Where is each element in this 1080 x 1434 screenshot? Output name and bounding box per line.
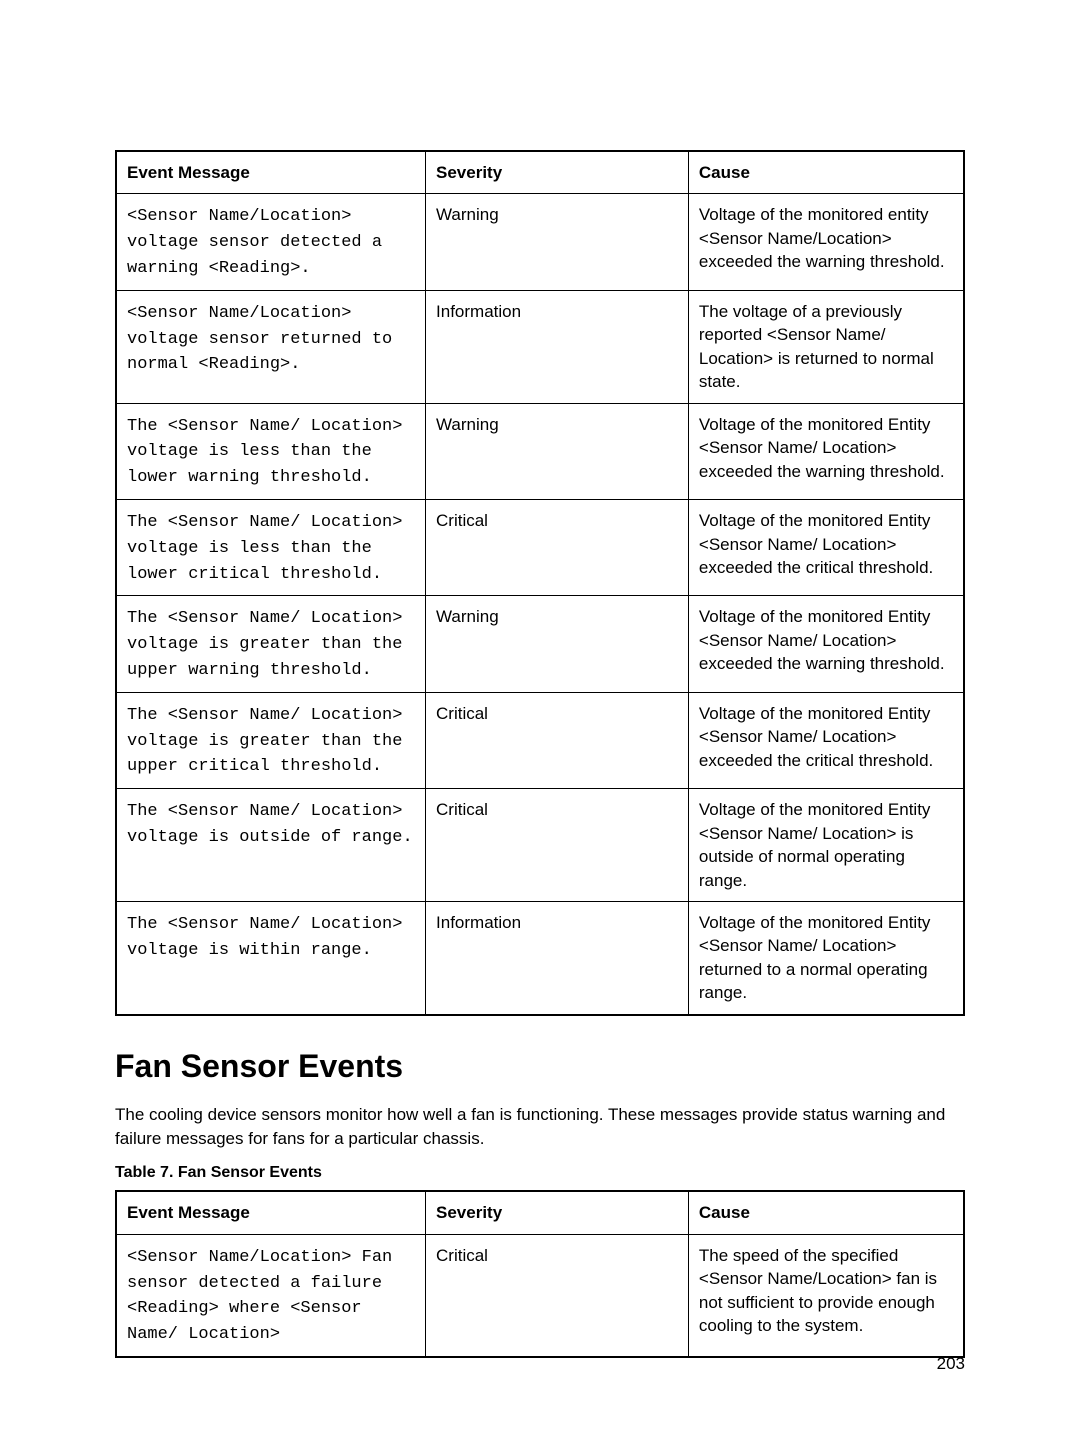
- cell-severity: Information: [426, 290, 689, 403]
- event-message-text: <Sensor Name/Location> voltage sensor de…: [127, 207, 392, 278]
- cell-severity: Warning: [426, 403, 689, 499]
- section-heading: Fan Sensor Events: [115, 1048, 965, 1085]
- event-message-text: The <Sensor Name/ Location> voltage is o…: [127, 802, 413, 847]
- cell-cause: Voltage of the monitored entity <Sensor …: [688, 194, 964, 290]
- col-cause: Cause: [688, 1191, 964, 1234]
- cell-cause: Voltage of the monitored Entity <Sensor …: [688, 692, 964, 788]
- event-message-text: The <Sensor Name/ Location> voltage is w…: [127, 915, 413, 960]
- cell-severity: Warning: [426, 194, 689, 290]
- section-body: The cooling device sensors monitor how w…: [115, 1103, 965, 1151]
- page-number: 203: [937, 1354, 965, 1374]
- table-row: The <Sensor Name/ Location> voltage is g…: [116, 596, 964, 692]
- table-row: The <Sensor Name/ Location> voltage is l…: [116, 403, 964, 499]
- cell-event-message: <Sensor Name/Location> voltage sensor de…: [116, 194, 426, 290]
- cell-cause: Voltage of the monitored Entity <Sensor …: [688, 789, 964, 902]
- table-row: <Sensor Name/Location> voltage sensor re…: [116, 290, 964, 403]
- event-message-text: The <Sensor Name/ Location> voltage is l…: [127, 417, 413, 488]
- table-header-row: Event Message Severity Cause: [116, 151, 964, 194]
- table-header-row: Event Message Severity Cause: [116, 1191, 964, 1234]
- table-row: The <Sensor Name/ Location> voltage is o…: [116, 789, 964, 902]
- event-message-text: The <Sensor Name/ Location> voltage is g…: [127, 706, 413, 777]
- table-row: <Sensor Name/Location> voltage sensor de…: [116, 194, 964, 290]
- cell-cause: Voltage of the monitored Entity <Sensor …: [688, 902, 964, 1015]
- cell-event-message: <Sensor Name/Location> voltage sensor re…: [116, 290, 426, 403]
- col-cause: Cause: [688, 151, 964, 194]
- col-severity: Severity: [426, 151, 689, 194]
- cell-event-message: The <Sensor Name/ Location> voltage is g…: [116, 596, 426, 692]
- col-severity: Severity: [426, 1191, 689, 1234]
- cell-severity: Critical: [426, 500, 689, 596]
- voltage-sensor-events-table: Event Message Severity Cause <Sensor Nam…: [115, 150, 965, 1016]
- cell-event-message: The <Sensor Name/ Location> voltage is g…: [116, 692, 426, 788]
- cell-cause: Voltage of the monitored Entity <Sensor …: [688, 403, 964, 499]
- table-row: The <Sensor Name/ Location> voltage is w…: [116, 902, 964, 1015]
- table-row: <Sensor Name/Location> Fan sensor detect…: [116, 1234, 964, 1357]
- cell-event-message: <Sensor Name/Location> Fan sensor detect…: [116, 1234, 426, 1357]
- cell-event-message: The <Sensor Name/ Location> voltage is l…: [116, 500, 426, 596]
- event-message-text: The <Sensor Name/ Location> voltage is l…: [127, 513, 413, 584]
- table-caption: Table 7. Fan Sensor Events: [115, 1164, 965, 1182]
- cell-severity: Information: [426, 902, 689, 1015]
- cell-cause: The voltage of a previously reported <Se…: [688, 290, 964, 403]
- col-event-message: Event Message: [116, 151, 426, 194]
- cell-event-message: The <Sensor Name/ Location> voltage is w…: [116, 902, 426, 1015]
- cell-severity: Critical: [426, 1234, 689, 1357]
- table-row: The <Sensor Name/ Location> voltage is g…: [116, 692, 964, 788]
- cell-cause: The speed of the specified <Sensor Name/…: [688, 1234, 964, 1357]
- cell-severity: Warning: [426, 596, 689, 692]
- cell-event-message: The <Sensor Name/ Location> voltage is l…: [116, 403, 426, 499]
- cell-event-message: The <Sensor Name/ Location> voltage is o…: [116, 789, 426, 902]
- table-row: The <Sensor Name/ Location> voltage is l…: [116, 500, 964, 596]
- cell-cause: Voltage of the monitored Entity <Sensor …: [688, 500, 964, 596]
- cell-cause: Voltage of the monitored Entity <Sensor …: [688, 596, 964, 692]
- cell-severity: Critical: [426, 692, 689, 788]
- fan-sensor-events-table: Event Message Severity Cause <Sensor Nam…: [115, 1190, 965, 1358]
- event-message-text: <Sensor Name/Location> Fan sensor detect…: [127, 1248, 402, 1344]
- col-event-message: Event Message: [116, 1191, 426, 1234]
- cell-severity: Critical: [426, 789, 689, 902]
- event-message-text: The <Sensor Name/ Location> voltage is g…: [127, 609, 413, 680]
- event-message-text: <Sensor Name/Location> voltage sensor re…: [127, 304, 402, 375]
